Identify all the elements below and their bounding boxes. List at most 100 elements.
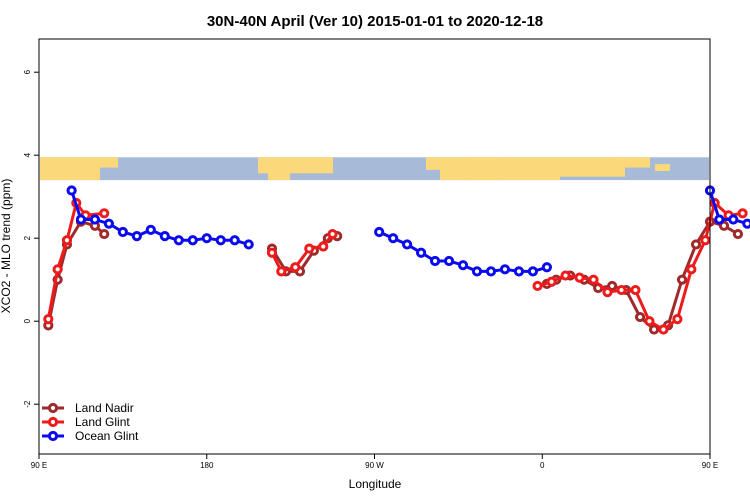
x-axis-label: Longitude <box>349 477 402 491</box>
data-point-land-glint <box>61 235 73 246</box>
data-point-land-glint <box>327 228 338 240</box>
data-point-ocean-glint <box>243 239 254 250</box>
data-point-land-nadir <box>690 239 702 250</box>
data-point-ocean-glint <box>541 262 553 273</box>
data-point-land-nadir <box>635 311 646 323</box>
data-point-ocean-glint <box>485 266 497 277</box>
x-tick-label: 90 E <box>31 461 47 470</box>
data-point-ocean-glint <box>388 233 399 244</box>
data-point-land-glint <box>686 264 697 275</box>
data-point-land-glint <box>630 284 641 296</box>
data-point-land-glint <box>52 264 63 275</box>
data-point-ocean-glint <box>229 235 240 246</box>
data-point-ocean-glint <box>131 231 142 242</box>
data-point-ocean-glint <box>527 266 539 277</box>
data-point-land-nadir <box>676 274 688 285</box>
map-land <box>540 157 625 177</box>
series-layer <box>43 185 750 335</box>
map-land <box>100 157 118 168</box>
map-land <box>40 157 100 181</box>
data-point-land-nadir <box>718 220 730 231</box>
legend: Land Nadir Land Glint Ocean Glint <box>42 401 139 443</box>
x-tick-label: 90 E <box>702 461 718 470</box>
data-point-land-glint <box>43 314 54 325</box>
chart-title: 30N-40N April (Ver 10) 2015-01-01 to 202… <box>207 13 543 30</box>
y-tick-label: -2 <box>23 400 32 408</box>
legend-item-land-glint: Land Glint <box>42 415 130 429</box>
plot-frame <box>38 38 711 455</box>
data-point-ocean-glint <box>187 235 198 246</box>
data-point-ocean-glint <box>402 239 413 250</box>
data-point-land-glint <box>546 276 557 287</box>
map-land <box>655 164 670 171</box>
data-point-land-glint <box>276 266 287 277</box>
data-point-land-glint <box>644 316 655 327</box>
y-tick-label: 0 <box>23 318 32 323</box>
y-axis-label: XCO2 - MLO trend (ppm) <box>0 179 13 314</box>
axes-layer: 90 E 180 90 W 0 90 E -2 0 2 4 6 <box>23 69 718 470</box>
data-point-land-glint <box>737 208 748 219</box>
x-tick-label: 0 <box>540 461 545 470</box>
legend-marker-ocean-glint <box>47 430 59 442</box>
data-point-ocean-glint <box>513 266 525 277</box>
legend-label-land-glint: Land Glint <box>75 415 130 429</box>
y-tick-label: 6 <box>23 69 32 74</box>
data-point-ocean-glint <box>415 247 427 258</box>
world-map-band <box>40 157 709 181</box>
data-point-land-nadir <box>732 228 744 240</box>
data-point-ocean-glint <box>728 214 739 225</box>
data-point-land-glint <box>560 270 571 281</box>
x-tick-label: 180 <box>200 461 214 470</box>
data-point-land-glint <box>318 241 329 252</box>
data-point-ocean-glint <box>89 214 101 225</box>
data-point-ocean-glint <box>173 235 184 246</box>
data-point-land-glint <box>616 284 627 296</box>
data-point-land-glint <box>290 262 301 273</box>
y-tick-label: 2 <box>23 235 32 240</box>
data-point-land-glint <box>304 243 315 254</box>
data-point-ocean-glint <box>117 226 128 238</box>
data-point-land-glint <box>658 324 669 335</box>
data-point-ocean-glint <box>429 255 441 267</box>
data-point-land-glint <box>672 314 683 325</box>
legend-marker-land-nadir <box>47 402 59 414</box>
data-point-land-glint <box>532 280 543 292</box>
legend-label-ocean-glint: Ocean Glint <box>75 429 139 443</box>
data-point-ocean-glint <box>443 255 455 267</box>
data-point-ocean-glint <box>374 226 385 238</box>
data-point-ocean-glint <box>457 260 469 271</box>
data-point-land-glint <box>99 208 110 219</box>
x-tick-label: 90 W <box>365 461 384 470</box>
map-land <box>610 157 650 168</box>
data-point-ocean-glint <box>215 235 226 246</box>
map-land <box>268 170 290 181</box>
data-point-ocean-glint <box>159 231 170 242</box>
data-point-ocean-glint <box>714 214 725 225</box>
data-point-land-glint <box>266 247 278 258</box>
map-land <box>258 157 333 174</box>
legend-label-land-nadir: Land Nadir <box>75 401 134 415</box>
data-point-land-nadir <box>607 280 618 292</box>
data-point-ocean-glint <box>742 218 750 229</box>
legend-item-land-nadir: Land Nadir <box>42 401 134 415</box>
map-land <box>470 157 500 181</box>
series-ocean-glint <box>66 185 750 277</box>
legend-item-ocean-glint: Ocean Glint <box>42 429 139 443</box>
series-land-glint <box>43 197 748 335</box>
data-point-ocean-glint <box>201 233 212 244</box>
data-point-land-glint <box>588 274 599 285</box>
data-point-land-nadir <box>648 324 660 335</box>
y-tick-label: 4 <box>23 152 32 157</box>
legend-marker-land-glint <box>47 416 59 428</box>
data-point-ocean-glint <box>66 185 77 196</box>
data-point-ocean-glint <box>103 218 114 229</box>
data-point-land-nadir <box>99 228 110 240</box>
data-point-ocean-glint <box>471 266 483 277</box>
data-point-ocean-glint <box>145 224 156 235</box>
data-point-land-glint <box>602 287 613 298</box>
data-point-land-glint <box>574 272 585 283</box>
data-point-ocean-glint <box>75 214 87 225</box>
data-point-land-glint <box>700 235 711 246</box>
data-point-ocean-glint <box>499 264 511 275</box>
